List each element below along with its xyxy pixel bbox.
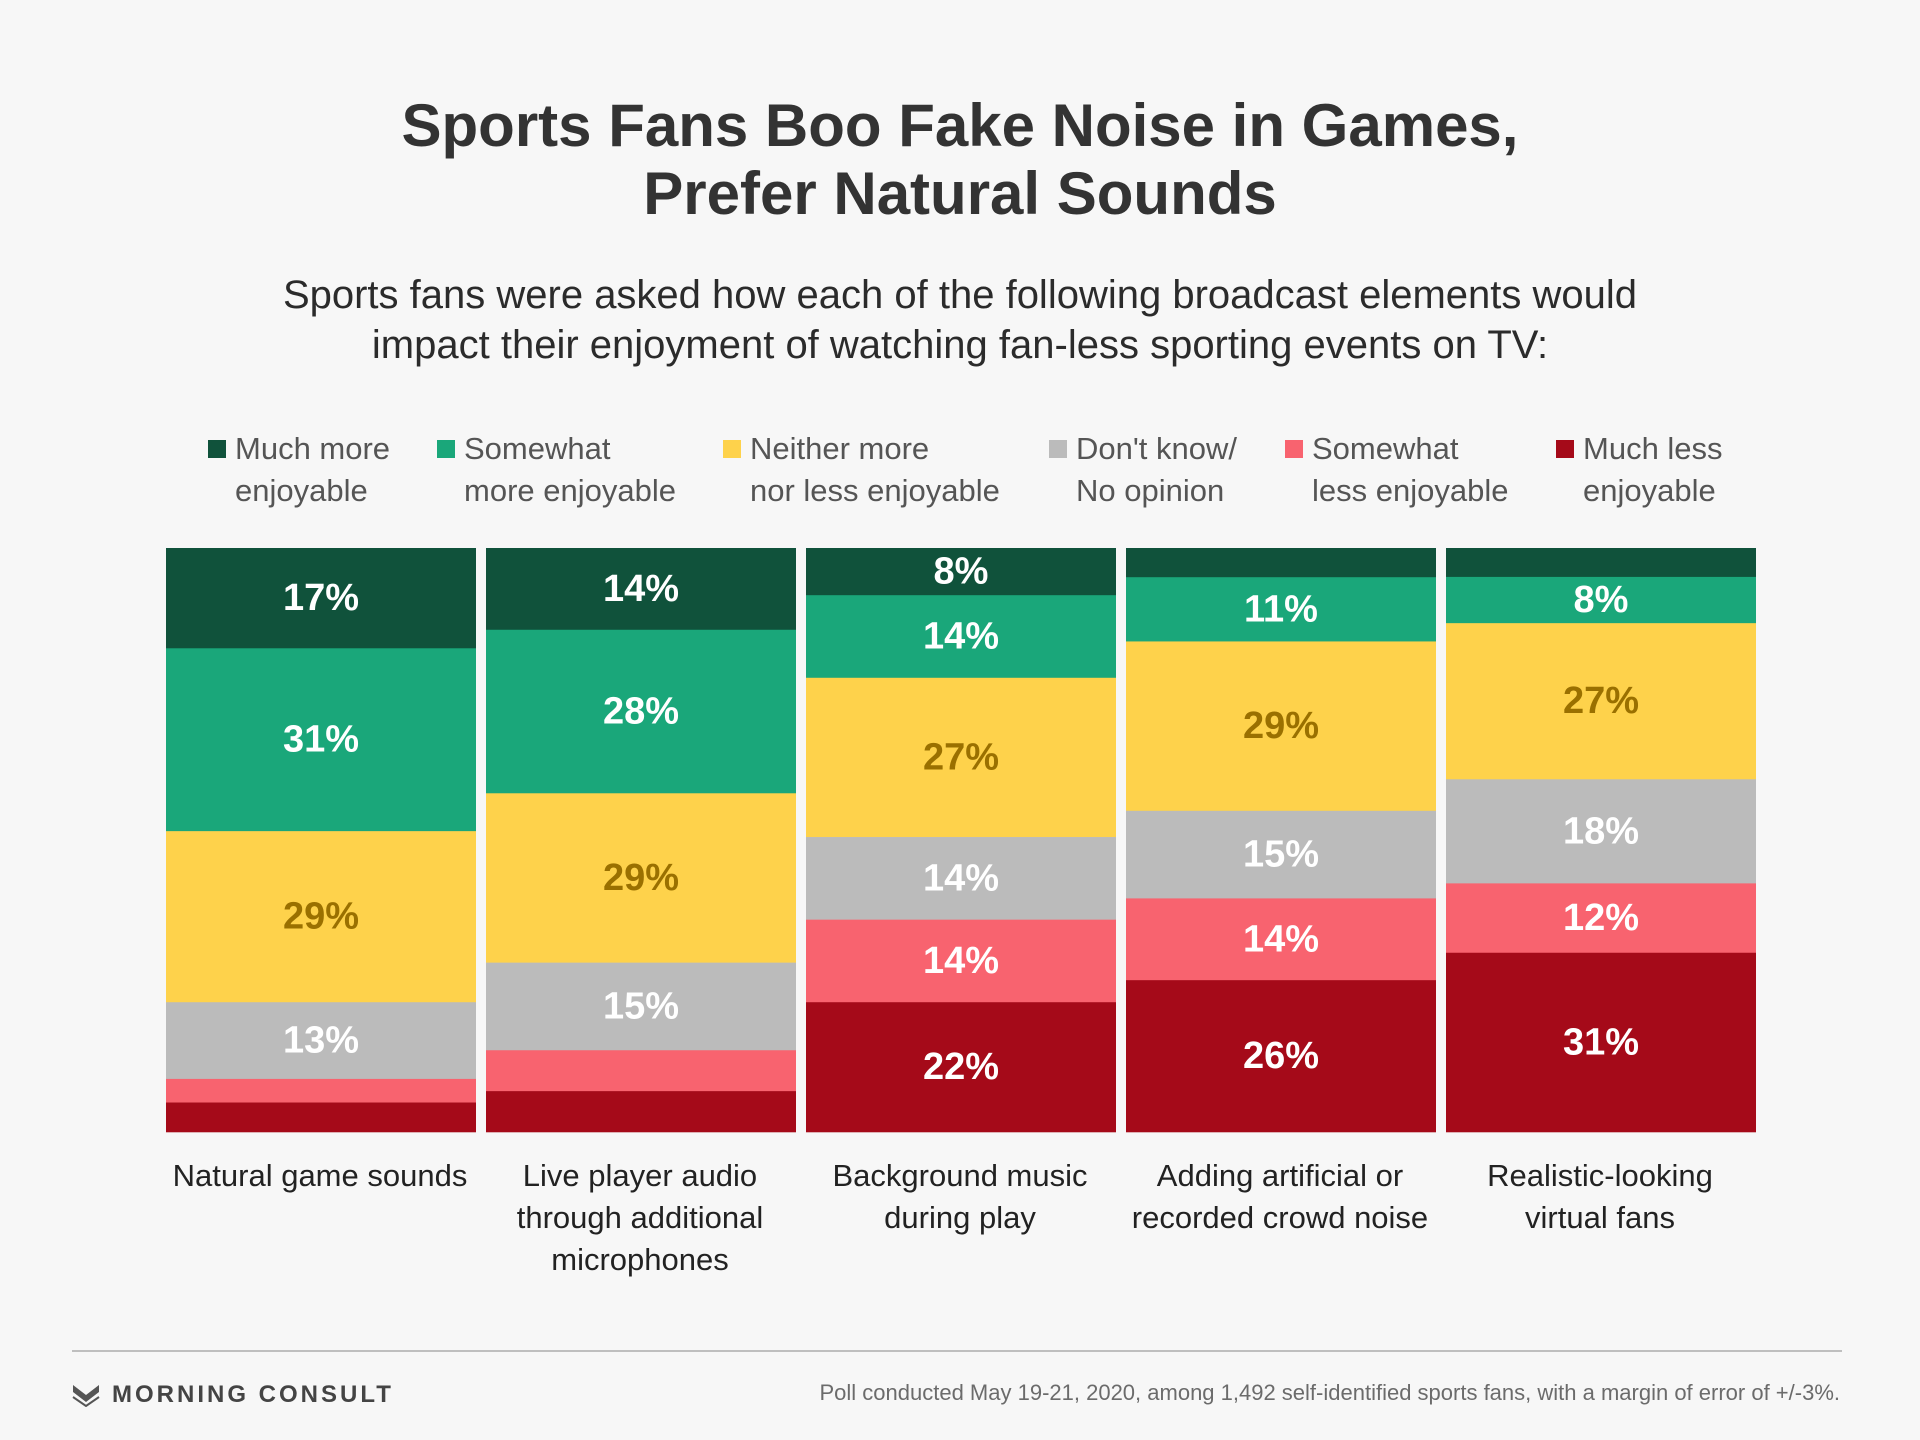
- data-label-somewhat-more-2: 28%: [603, 691, 679, 733]
- bar-segment-much-more-4: [1126, 548, 1436, 578]
- bar-segment-dont-know-1: [166, 1002, 476, 1080]
- category-label-live-player-audio-line-1: Live player audio: [522, 1158, 758, 1193]
- data-label-much-less-4: 26%: [1243, 1035, 1319, 1077]
- category-label-live-player-audio-line-2: through additional: [516, 1200, 764, 1235]
- bar-segment-somewhat-more-1: [166, 648, 476, 832]
- brand-logo: MORNING CONSULT: [72, 1378, 394, 1412]
- data-label-neither-5: 27%: [1563, 680, 1639, 722]
- morning-consult-mark-icon: [72, 1385, 100, 1407]
- bar-segment-somewhat-less-2: [486, 1050, 796, 1092]
- chart-title-line-2: Prefer Natural Sounds: [643, 160, 1277, 227]
- chart-subtitle-line-2: impact their enjoyment of watching fan-l…: [371, 323, 1549, 367]
- data-label-neither-4: 29%: [1243, 705, 1319, 747]
- bar-segment-neither-3: [806, 677, 1116, 838]
- category-label-crowd-noise-line-2: recorded crowd noise: [1131, 1200, 1429, 1235]
- bar-segment-somewhat-more-3: [806, 595, 1116, 679]
- bar-segment-neither-4: [1126, 641, 1436, 812]
- bar-segment-somewhat-less-5: [1446, 883, 1756, 954]
- bar-segment-much-less-4: [1126, 980, 1436, 1133]
- brand-name: MORNING CONSULT: [112, 1381, 394, 1408]
- category-label-crowd-noise-line-1: Adding artificial or: [1156, 1158, 1404, 1193]
- bar-segment-much-more-1: [166, 548, 476, 649]
- bar-segment-dont-know-5: [1446, 779, 1756, 884]
- data-label-dont-know-1: 13%: [283, 1020, 359, 1062]
- category-label-background-music-line-2: during play: [884, 1200, 1036, 1235]
- bar-segment-somewhat-more-2: [486, 629, 796, 794]
- bar-segment-much-more-2: [486, 548, 796, 631]
- chart-title: Sports Fans Boo Fake Noise in Games, Pre…: [0, 92, 1920, 228]
- poll-footnote: Poll conducted May 19-21, 2020, among 1,…: [819, 1380, 1841, 1405]
- data-label-dont-know-2: 15%: [603, 985, 679, 1027]
- bar-segment-much-more-5: [1446, 548, 1756, 578]
- bar-segment-somewhat-less-1: [166, 1078, 476, 1103]
- bar-segment-dont-know-2: [486, 962, 796, 1051]
- bar-segment-neither-5: [1446, 623, 1756, 780]
- data-label-neither-3: 27%: [923, 736, 999, 778]
- data-label-somewhat-more-3: 14%: [923, 615, 999, 657]
- bar-segment-dont-know-4: [1126, 810, 1436, 899]
- category-label-natural-game-sounds-line-1: Natural game sounds: [172, 1158, 468, 1193]
- bar-segment-somewhat-less-3: [806, 919, 1116, 1003]
- data-label-somewhat-less-3: 14%: [923, 940, 999, 982]
- category-label-live-player-audio: Live player audio through additional mic…: [480, 1155, 800, 1281]
- data-label-somewhat-more-4: 11%: [1244, 588, 1318, 630]
- bar-segment-much-more-3: [806, 548, 1116, 596]
- data-label-neither-2: 29%: [603, 857, 679, 899]
- data-label-somewhat-more-5: 8%: [1574, 579, 1629, 621]
- category-label-live-player-audio-line-3: microphones: [551, 1242, 729, 1277]
- data-label-somewhat-less-4: 14%: [1243, 918, 1319, 960]
- data-label-dont-know-4: 15%: [1243, 834, 1319, 876]
- data-label-much-more-1: 17%: [283, 577, 359, 619]
- bar-segment-somewhat-more-5: [1446, 576, 1756, 624]
- data-label-much-less-3: 22%: [923, 1046, 999, 1088]
- category-label-crowd-noise: Adding artificial or recorded crowd nois…: [1120, 1155, 1440, 1239]
- category-label-background-music-line-1: Background music: [832, 1158, 1088, 1193]
- bar-segment-somewhat-less-4: [1126, 898, 1436, 981]
- bar-segment-somewhat-more-4: [1126, 577, 1436, 642]
- data-label-dont-know-5: 18%: [1563, 810, 1639, 852]
- category-label-natural-game-sounds: Natural game sounds: [160, 1155, 480, 1197]
- chart-title-line-1: Sports Fans Boo Fake Noise in Games,: [401, 92, 1519, 159]
- footer-divider: [72, 1350, 1842, 1352]
- chart-subtitle-line-1: Sports fans were asked how each of the f…: [282, 273, 1638, 317]
- category-label-background-music: Background music during play: [800, 1155, 1120, 1239]
- bar-segment-neither-1: [166, 831, 476, 1003]
- data-label-much-more-2: 14%: [603, 568, 679, 610]
- data-label-somewhat-more-1: 31%: [283, 719, 359, 761]
- data-label-much-more-3: 8%: [934, 551, 989, 593]
- bar-segment-much-less-5: [1446, 952, 1756, 1133]
- category-label-virtual-fans: Realistic-looking virtual fans: [1440, 1155, 1760, 1239]
- bar-segment-neither-2: [486, 793, 796, 963]
- category-label-virtual-fans-line-1: Realistic-looking: [1487, 1158, 1713, 1193]
- bar-segment-much-less-3: [806, 1002, 1116, 1133]
- category-label-virtual-fans-line-2: virtual fans: [1525, 1200, 1675, 1235]
- bar-segment-dont-know-3: [806, 837, 1116, 920]
- data-label-somewhat-less-5: 12%: [1563, 897, 1639, 939]
- bar-segment-much-less-1: [166, 1102, 476, 1133]
- bar-segment-much-less-2: [486, 1091, 796, 1133]
- data-label-much-less-5: 31%: [1563, 1021, 1639, 1063]
- data-label-dont-know-3: 14%: [923, 857, 999, 899]
- data-label-neither-1: 29%: [283, 896, 359, 938]
- chart-subtitle: Sports fans were asked how each of the f…: [0, 270, 1920, 370]
